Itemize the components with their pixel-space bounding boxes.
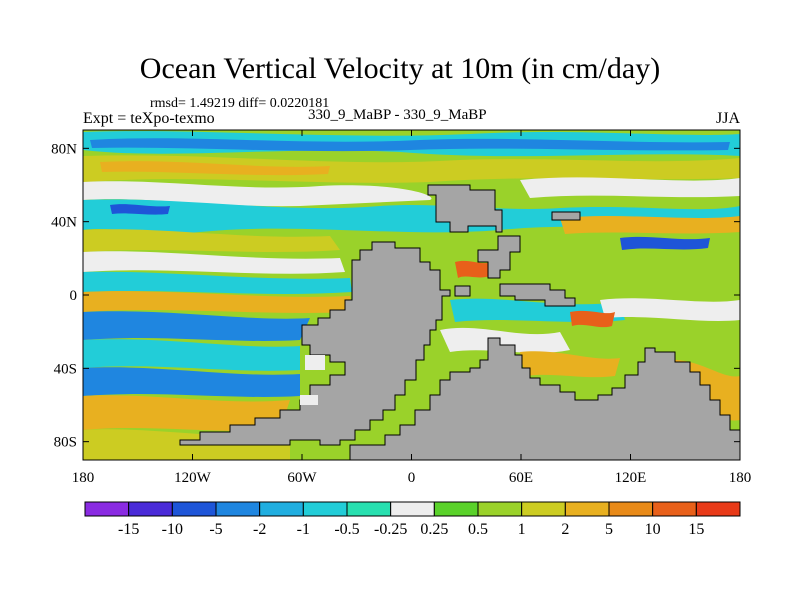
colorbar-swatch — [433, 501, 479, 517]
colorbar-label: 0.25 — [420, 521, 448, 538]
field-band — [520, 177, 740, 198]
land-layer — [179, 184, 741, 461]
land-small-island — [454, 285, 471, 297]
colorbar-swatch — [652, 501, 697, 517]
season-label: JJA — [716, 110, 741, 127]
land-central-block — [477, 235, 521, 279]
experiment-label: Expt = teXpo-texmo — [83, 110, 215, 127]
lon-tick-label: 60E — [509, 470, 533, 486]
colorbar-swatch — [171, 501, 217, 517]
colorbar-swatch — [128, 501, 173, 517]
field-band — [600, 298, 740, 321]
colorbar-swatch — [259, 501, 304, 517]
field-band — [83, 395, 290, 431]
lon-tick-label: 0 — [408, 470, 416, 486]
lat-tick-label: 80N — [51, 141, 77, 157]
field-band — [83, 251, 345, 274]
field-band — [83, 271, 352, 294]
colorbar-label: 15 — [688, 521, 704, 538]
field-band — [620, 236, 710, 250]
lon-tick-label: 180 — [72, 470, 95, 486]
field-patch — [300, 395, 318, 405]
colorbar-swatch — [564, 501, 610, 517]
field-overlay — [300, 355, 325, 405]
colorbar-swatch — [695, 501, 741, 517]
field-band — [520, 351, 620, 378]
field-band — [100, 161, 330, 176]
field-band — [83, 229, 340, 252]
colorbar-swatch — [390, 501, 435, 517]
colorbar-swatch — [84, 501, 130, 517]
colorbar-label: -1 — [297, 521, 310, 538]
colorbar-label: -10 — [162, 521, 183, 538]
colorbar-label: -0.25 — [374, 521, 407, 538]
field-band — [83, 311, 310, 341]
lon-tick-label: 180 — [729, 470, 752, 486]
colorbar-swatch — [521, 501, 566, 517]
land-east-island — [551, 211, 581, 221]
field-band — [83, 339, 300, 371]
lat-tick-label: 40N — [51, 215, 77, 231]
colorbar-swatch — [215, 501, 261, 517]
colorbar-label: 1 — [518, 521, 526, 538]
stats-label: rmsd= 1.49219 diff= 0.0220181 — [150, 96, 330, 111]
field-band — [90, 138, 730, 152]
lon-tick-label: 120W — [174, 470, 212, 486]
field-band — [570, 310, 615, 328]
lon-tick-label: 60W — [287, 470, 317, 486]
colorbar: -15 -10 -5 -2 -1 -0.5 -0.25 0.25 0.5 1 2 5 10 15 — [84, 501, 741, 538]
colorbar-swatch — [302, 501, 348, 517]
field-band — [110, 204, 170, 215]
lon-tick-label: 120E — [615, 470, 647, 486]
colorbar-label: 10 — [645, 521, 661, 538]
land-north-block — [427, 184, 503, 233]
field-band — [83, 181, 432, 207]
difference-label: 330_9_MaBP - 330_9_MaBP — [308, 107, 487, 123]
field-band — [83, 155, 740, 183]
lat-tick-label: 80S — [54, 435, 77, 451]
lat-tick-label: 40S — [54, 361, 77, 377]
plot-title: Ocean Vertical Velocity at 10m (in cm/da… — [139, 52, 661, 85]
colorbar-label: 0.5 — [468, 521, 488, 538]
land-equatorial-block — [499, 283, 576, 307]
colorbar-label: 5 — [605, 521, 613, 538]
colorbar-label: 2 — [561, 521, 569, 538]
colorbar-swatch — [608, 501, 654, 517]
field-band — [83, 291, 352, 313]
colorbar-label: -15 — [118, 521, 139, 538]
field-band — [440, 327, 570, 353]
colorbar-label: -2 — [253, 521, 266, 538]
field-patch — [305, 355, 325, 370]
colorbar-swatch — [477, 501, 523, 517]
colorbar-label: -5 — [209, 521, 222, 538]
field-band — [560, 216, 740, 234]
field-band — [83, 367, 300, 397]
colorbar-label: -0.5 — [334, 521, 359, 538]
lat-tick-label: 0 — [70, 288, 78, 304]
colorbar-swatch — [346, 501, 392, 517]
axis-ticks: 80N 40N 0 40S 80S 180 120W 60W 0 60E 120E 180 — [51, 130, 751, 486]
field-band — [455, 260, 492, 278]
land-africa — [349, 337, 741, 461]
